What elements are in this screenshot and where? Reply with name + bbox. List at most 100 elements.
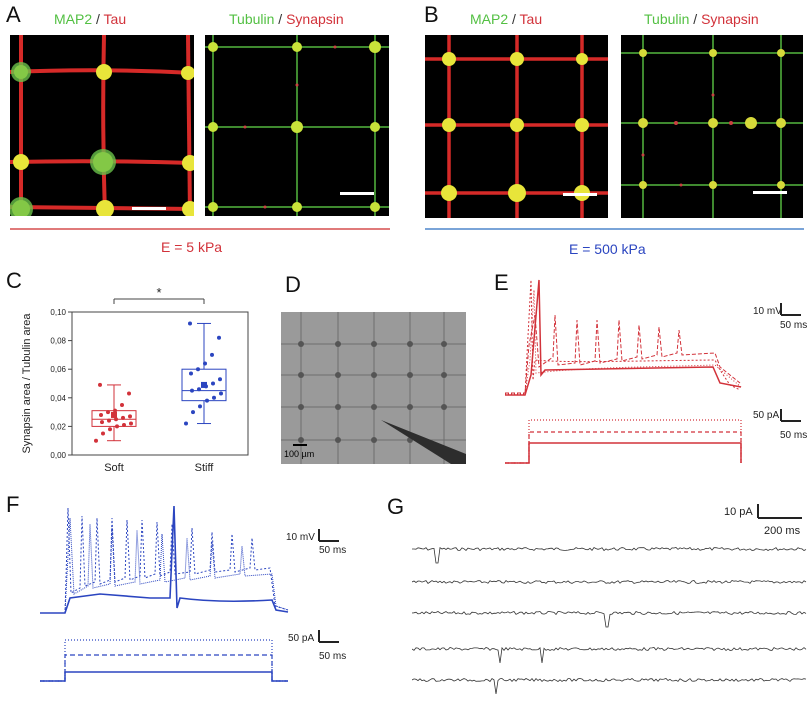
data-point [191, 410, 195, 415]
e-scale-voltage: 10 mV [753, 306, 782, 317]
data-point [219, 391, 223, 396]
box-plot-synapsin-ratio: 0,00 0,02 0,04 0,06 0,08 0,10 Synapsin area / … [21, 285, 249, 474]
panel-a-image2-label: Tubulin / Synapsin [229, 11, 344, 27]
y-tick-label: 0,10 [50, 308, 66, 317]
mean-marker [201, 381, 207, 388]
y-tick-label: 0,04 [50, 394, 66, 403]
label-tau: Tau [519, 11, 543, 27]
category-label: Soft [104, 462, 124, 474]
data-point [101, 431, 105, 436]
y-axis-label: Synapsin area / Tubulin area [21, 313, 33, 454]
label-map2: MAP2 [470, 11, 509, 27]
micrograph-brightfield-grid: 100 µm [281, 312, 466, 464]
data-point [184, 421, 188, 426]
data-point [129, 421, 133, 426]
f-scale-current: 50 pA [288, 633, 315, 644]
g-scale-time-bar [758, 517, 802, 519]
data-point [98, 382, 102, 387]
data-point [99, 412, 103, 417]
data-point [189, 371, 193, 376]
data-point [114, 417, 118, 422]
current-steps-stiff [40, 639, 288, 682]
y-tick-label: 0,02 [50, 422, 66, 431]
stiff-divider [425, 228, 804, 230]
g-scale-current-bar [757, 504, 759, 518]
data-point [188, 321, 192, 326]
micrograph-tubulin-synapsin-stiff [621, 35, 803, 218]
e-scale-current-bar [780, 409, 782, 421]
g-scale-current: 10 pA [724, 506, 753, 518]
micrograph-map2-tau-stiff [425, 35, 608, 218]
data-point [203, 361, 207, 366]
condition-soft: E = 5 kPa [161, 239, 223, 255]
voltage-traces-stiff [40, 505, 289, 614]
e-scale-voltage-bar [780, 303, 782, 315]
label-sep: / [512, 11, 516, 27]
f-scale-current-bar [318, 630, 320, 642]
data-point [122, 422, 126, 427]
data-point [108, 427, 112, 432]
scale-label-100um: 100 µm [284, 449, 315, 459]
label-sep: / [693, 11, 698, 27]
label-sep: / [278, 11, 283, 27]
category-label: Stiff [195, 462, 215, 474]
current-trace [412, 677, 807, 695]
panel-letter-e: E [494, 270, 509, 295]
micrograph-map2-tau-soft [10, 35, 194, 216]
panel-letter-f: F [6, 492, 20, 517]
panel-b-image1-label: MAP2 / Tau [470, 11, 542, 27]
e-scale-time2: 50 ms [780, 430, 808, 441]
spontaneous-current-traces [412, 546, 807, 695]
data-point [196, 367, 200, 372]
e-scale-time1: 50 ms [780, 320, 808, 331]
data-point [218, 377, 222, 382]
current-steps-soft [505, 419, 742, 464]
label-tubulin: Tubulin [229, 11, 275, 27]
micrograph-tubulin-synapsin-soft [205, 35, 389, 216]
data-point [190, 388, 194, 393]
f-scale-time2: 50 ms [319, 651, 347, 662]
y-tick-label: 0,00 [50, 451, 66, 460]
current-trace [412, 611, 807, 628]
panel-letter-c: C [6, 268, 22, 293]
label-map2: MAP2 [54, 11, 93, 27]
data-point [210, 352, 214, 357]
voltage-traces-soft [505, 279, 742, 396]
f-scale-time2-bar [319, 641, 339, 643]
label-sep: / [96, 11, 100, 27]
mean-marker [111, 411, 117, 418]
panel-letter-a: A [6, 2, 21, 27]
data-point [100, 420, 104, 425]
label-tau: Tau [103, 11, 127, 27]
y-tick-label: 0,08 [50, 337, 66, 346]
data-point [211, 381, 215, 386]
e-scale-current: 50 pA [753, 410, 780, 421]
f-scale-time1-bar [319, 540, 339, 542]
g-scale-time: 200 ms [764, 525, 801, 537]
current-trace [412, 546, 807, 564]
data-point [121, 415, 125, 420]
data-point [128, 414, 132, 419]
label-synapsin: Synapsin [286, 11, 344, 27]
label-synapsin: Synapsin [701, 11, 759, 27]
plot-frame [71, 311, 249, 456]
panel-letter-b: B [424, 2, 439, 27]
current-trace [412, 579, 807, 584]
data-point [217, 335, 221, 340]
data-point [197, 387, 201, 392]
data-point [127, 391, 131, 396]
data-point [205, 398, 209, 403]
data-point [198, 404, 202, 409]
data-point [107, 418, 111, 423]
panel-b-image2-label: Tubulin / Synapsin [644, 11, 759, 27]
data-point [106, 410, 110, 415]
current-trace [412, 646, 807, 664]
soft-divider [10, 228, 390, 230]
box [181, 368, 227, 402]
f-scale-voltage: 10 mV [286, 532, 315, 543]
condition-stiff: E = 500 kPa [569, 241, 646, 257]
y-tick-label: 0,06 [50, 365, 66, 374]
e-scale-time2-bar [781, 420, 801, 422]
data-point [115, 424, 119, 429]
data-point [212, 395, 216, 400]
